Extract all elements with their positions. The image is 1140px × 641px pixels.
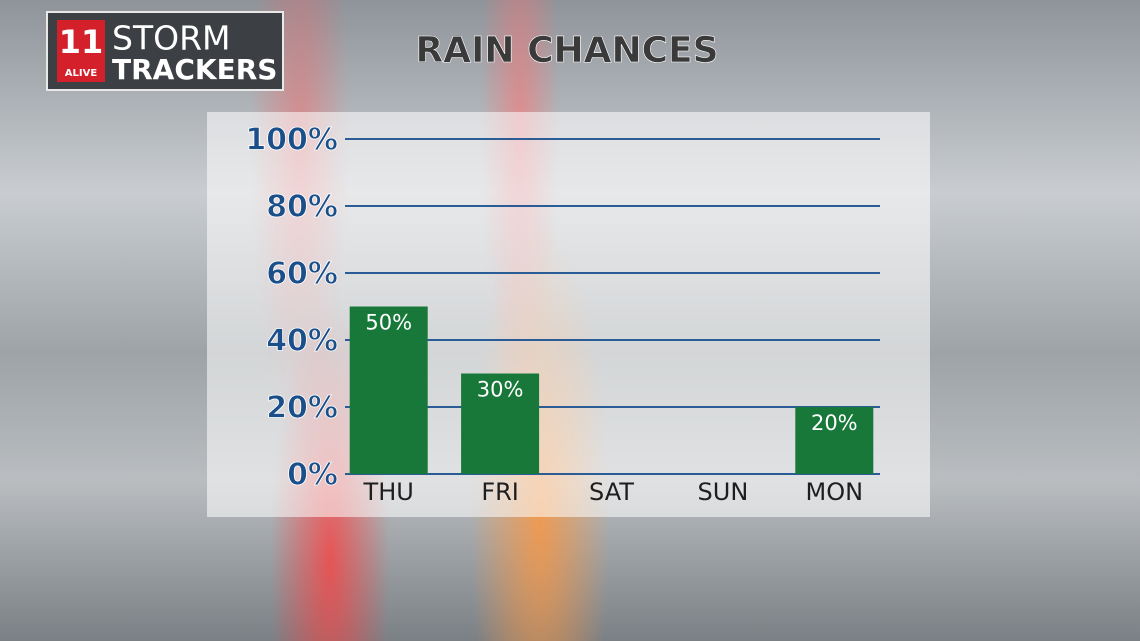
value-label: 20% (811, 411, 858, 435)
logo-number: 11 (59, 23, 104, 61)
y-tick-label: 40% (266, 324, 338, 359)
x-tick-label: THU (363, 478, 414, 506)
y-tick-label: 0% (287, 458, 338, 493)
y-tick-label: 100% (245, 123, 338, 158)
logo-line1: STORM (112, 19, 230, 58)
bar (349, 306, 428, 474)
x-tick-label: SAT (589, 478, 634, 506)
y-tick-label: 80% (266, 190, 338, 225)
x-tick-label: MON (806, 478, 864, 506)
bar (795, 407, 874, 474)
logo-line2: TRACKERS (112, 53, 277, 86)
x-tick-label: FRI (481, 478, 519, 506)
chart-title: RAIN CHANCES (415, 30, 718, 71)
y-tick-label: 60% (266, 257, 338, 292)
logo-badge (57, 20, 105, 82)
y-tick-label: 20% (266, 391, 338, 426)
value-label: 50% (365, 311, 412, 335)
x-tick-label: SUN (698, 478, 749, 506)
logo-station: ALIVE (65, 68, 98, 79)
bar (461, 373, 540, 474)
value-label: 30% (477, 378, 524, 402)
